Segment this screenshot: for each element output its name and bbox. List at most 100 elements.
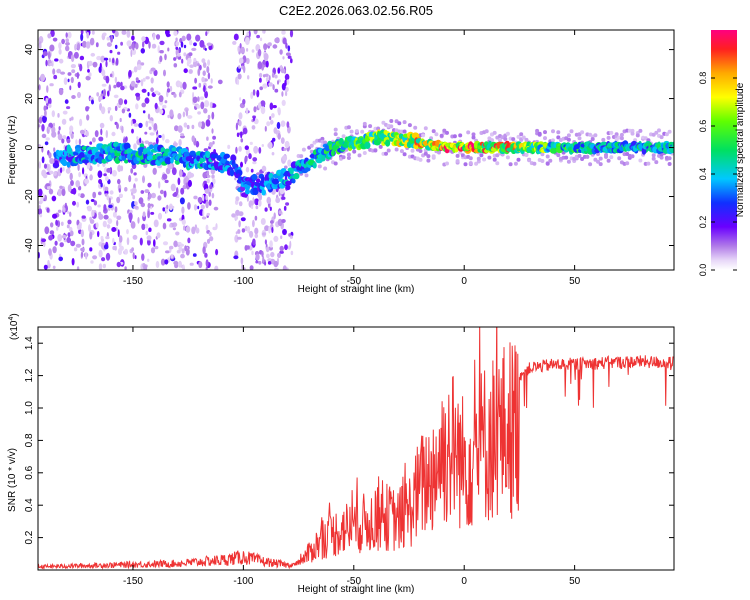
snr-y-ticks: 0.2 0.4 0.6 0.8 1.0 1.2 1.4 — [24, 336, 674, 545]
snr-y-tick-label: 0.4 — [24, 498, 35, 512]
heatmap-noise-point — [271, 113, 275, 118]
heatmap-noise-point — [131, 187, 137, 194]
heatmap-noise-point — [252, 238, 256, 246]
heatmap-noise-point — [265, 246, 270, 253]
heatmap-noise-point — [69, 211, 72, 217]
heatmap-noise-point — [179, 197, 185, 205]
heatmap-band-point — [667, 162, 672, 166]
heatmap-band-point — [320, 136, 325, 141]
heatmap-ridge-point — [230, 154, 237, 162]
heatmap-noise-point — [180, 253, 185, 259]
heatmap-noise-point — [100, 106, 106, 115]
heatmap-noise-point — [204, 47, 207, 51]
heatmap-noise-point — [111, 30, 116, 34]
heatmap-noise-point — [279, 250, 284, 254]
heatmap-noise-point — [132, 195, 136, 200]
heatmap-noise-point — [255, 260, 259, 264]
heatmap-noise-point — [238, 112, 243, 120]
heatmap-noise-point — [48, 97, 52, 105]
heatmap-noise-point — [61, 38, 65, 45]
heatmap-noise-point — [266, 253, 270, 259]
heatmap-noise-point — [268, 82, 273, 87]
heatmap-noise-point — [251, 125, 256, 130]
heatmap-noise-point — [38, 161, 41, 169]
heatmap-noise-point — [277, 107, 281, 114]
heatmap-noise-point — [272, 44, 278, 49]
heatmap-noise-point — [52, 213, 58, 219]
heatmap-noise-point — [181, 219, 186, 225]
heatmap-noise-point — [159, 55, 163, 63]
heatmap-noise-point — [185, 109, 189, 117]
snr-multiplier-close: ) — [9, 313, 20, 316]
snr-x-tick-label: -150 — [123, 576, 143, 587]
heatmap-band-point — [503, 137, 508, 141]
heatmap-band-point — [545, 154, 550, 159]
heatmap-noise-point — [73, 247, 78, 252]
heatmap-noise-point — [187, 202, 191, 210]
heatmap-noise-point — [67, 211, 70, 214]
heatmap-band-point — [516, 134, 521, 139]
heatmap-noise-point — [38, 200, 43, 205]
heatmap-noise-point — [155, 34, 161, 40]
heatmap-noise-point — [245, 148, 250, 156]
heatmap-noise-point — [59, 167, 63, 174]
heatmap-band-point — [418, 157, 423, 162]
heatmap-noise-point — [206, 42, 212, 47]
heatmap-ridge-point — [81, 159, 89, 164]
heatmap-noise-point — [137, 217, 140, 224]
heatmap-noise-point — [290, 250, 294, 256]
heatmap-band-point — [445, 161, 449, 166]
heatmap-band-point — [524, 153, 529, 157]
heatmap-noise-point — [167, 47, 170, 52]
heatmap-noise-point — [202, 70, 206, 76]
heatmap-noise-point — [49, 83, 54, 87]
heatmap-noise-point — [241, 65, 244, 70]
heatmap-noise-point — [106, 167, 112, 173]
heatmap-noise-point — [43, 163, 48, 169]
heatmap-noise-point — [273, 127, 278, 134]
heatmap-noise-point — [194, 77, 198, 84]
heatmap-noise-point — [53, 74, 58, 80]
heatmap-band-point — [346, 152, 351, 157]
heatmap-noise-point — [80, 33, 84, 42]
heatmap-noise-point — [67, 72, 72, 76]
heatmap-noise-point — [271, 72, 275, 78]
heatmap-noise-point — [134, 83, 138, 88]
heatmap-noise-point — [119, 117, 122, 123]
heatmap-noise-point — [281, 30, 286, 35]
heatmap-noise-point — [142, 41, 145, 48]
heatmap-noise-point — [81, 215, 86, 219]
heatmap-noise-point — [69, 125, 74, 132]
heatmap-band-point — [431, 154, 436, 159]
chart-title: C2E2.2026.063.02.56.R05 — [279, 3, 433, 18]
heatmap-noise-point — [188, 52, 193, 57]
heatmap-band-point — [585, 154, 590, 159]
heatmap-noise-point — [57, 133, 63, 141]
heatmap-noise-point — [252, 197, 255, 205]
heatmap-noise-point — [258, 193, 263, 201]
heatmap-noise-point — [143, 264, 148, 270]
heatmap-noise-point — [206, 170, 210, 176]
heatmap-noise-point — [244, 145, 249, 150]
heatmap-band-point — [341, 134, 346, 139]
heatmap-noise-point — [53, 147, 56, 152]
heatmap-noise-point — [40, 73, 46, 82]
heatmap-noise-point — [66, 236, 71, 244]
heatmap-noise-point — [144, 131, 148, 135]
heatmap-noise-point — [205, 200, 209, 209]
heatmap-noise-point — [258, 199, 262, 207]
heatmap-noise-point — [112, 170, 117, 177]
snr-panel: -150 -100 -50 0 50 0.2 0.4 0.6 0.8 1.0 1.2 1.4 Hei… — [7, 313, 675, 595]
heatmap-noise-point — [116, 219, 119, 227]
heatmap-noise-point — [212, 226, 217, 231]
heatmap-noise-point — [147, 239, 151, 246]
heatmap-noise-point — [263, 59, 266, 66]
heatmap-noise-point — [52, 122, 56, 127]
heatmap-noise-point — [72, 187, 77, 195]
heatmap-noise-point — [99, 122, 105, 129]
heatmap-noise-point — [107, 107, 112, 111]
heatmap-noise-point — [188, 69, 193, 74]
heatmap-noise-point — [95, 42, 99, 48]
heatmap-noise-point — [120, 41, 123, 46]
heatmap-noise-point — [107, 90, 110, 97]
